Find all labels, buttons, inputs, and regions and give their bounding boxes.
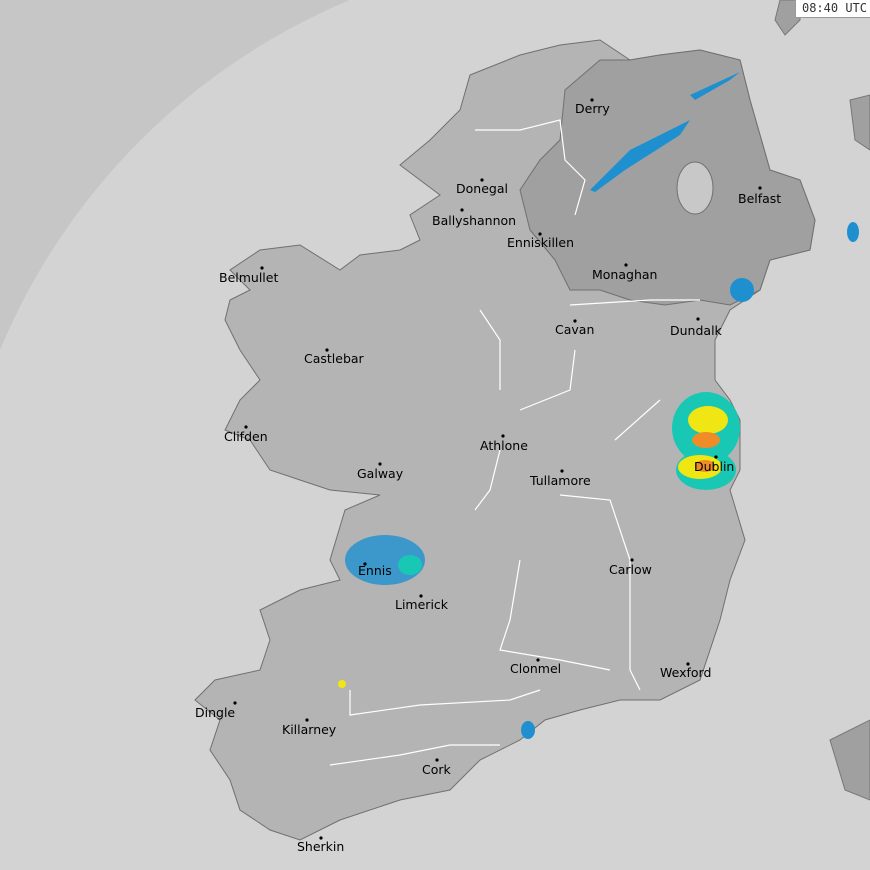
northern-ireland-region	[519, 49, 816, 306]
city-dot	[590, 98, 594, 102]
city-dot	[244, 425, 248, 429]
city-label: Clonmel	[510, 661, 561, 676]
city-dot	[260, 266, 264, 270]
city-label: Castlebar	[304, 351, 365, 366]
city-dot	[624, 263, 628, 267]
city-dot	[378, 462, 382, 466]
city-dot	[480, 178, 484, 182]
city-label: Cork	[422, 762, 452, 777]
city-label: Galway	[357, 466, 404, 481]
city-label: Cavan	[555, 322, 594, 337]
city-label: Enniskillen	[507, 235, 574, 250]
city-label: Ennis	[358, 563, 392, 578]
city-dot	[686, 662, 690, 666]
city-dot	[435, 758, 439, 762]
city-label: Monaghan	[592, 267, 657, 282]
city-dot	[573, 319, 577, 323]
city-dot	[536, 658, 540, 662]
city-dot	[363, 562, 367, 566]
city-labels: Derry Donegal Ballyshannon Enniskillen Belfa…	[195, 98, 781, 854]
city-label: Donegal	[456, 181, 508, 196]
city-label: Ballyshannon	[432, 213, 516, 228]
rain-echoes	[338, 72, 859, 739]
city-label: Wexford	[660, 665, 711, 680]
city-dot	[319, 836, 323, 840]
city-dot	[501, 434, 505, 438]
city-dot	[758, 186, 762, 190]
city-dot	[233, 701, 237, 705]
border-lines	[329, 119, 700, 766]
city-label: Carlow	[609, 562, 652, 577]
city-label: Belfast	[738, 191, 781, 206]
city-dot	[325, 348, 329, 352]
city-dot	[696, 317, 700, 321]
city-dot	[560, 469, 564, 473]
city-label: Limerick	[395, 597, 449, 612]
city-dot	[305, 718, 309, 722]
city-label: Sherkin	[297, 839, 344, 854]
city-label: Tullamore	[529, 473, 591, 488]
city-label: Athlone	[480, 438, 528, 453]
city-dot	[419, 594, 423, 598]
city-label: Dublin	[694, 459, 734, 474]
city-dot	[630, 558, 634, 562]
city-dot	[538, 232, 542, 236]
city-label: Clifden	[224, 429, 268, 444]
timestamp-label: 08:40 UTC	[794, 0, 870, 18]
city-label: Dundalk	[670, 323, 723, 338]
city-label: Dingle	[195, 705, 235, 720]
city-dot	[460, 208, 464, 212]
lough-neagh	[676, 161, 714, 215]
city-dot	[714, 455, 718, 459]
city-label: Belmullet	[219, 270, 278, 285]
great-britain-landmass	[774, 0, 870, 801]
city-label: Derry	[575, 101, 610, 116]
city-label: Killarney	[282, 722, 337, 737]
